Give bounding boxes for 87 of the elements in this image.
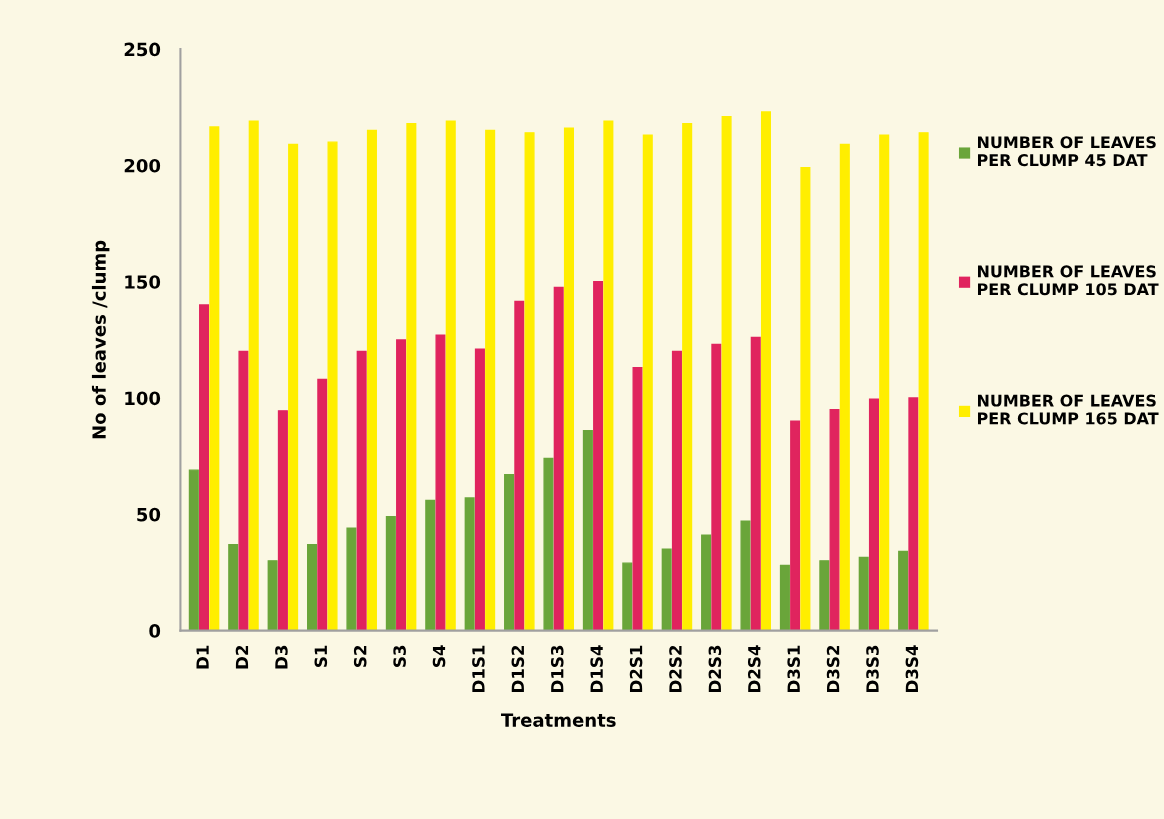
bar [868, 398, 879, 631]
y-tick-label: 150 [125, 275, 161, 289]
bar [485, 129, 496, 631]
x-axis-title: Treatments [501, 713, 616, 727]
bar [563, 127, 574, 631]
x-tick-label: D2S3 [708, 645, 722, 693]
bar [366, 129, 377, 631]
x-tick-label: D3S1 [787, 645, 800, 693]
x-tick-label: D3S2 [826, 645, 840, 693]
bar [307, 543, 318, 631]
x-tick-label: D3S3 [866, 645, 879, 693]
bar [800, 167, 811, 631]
bar [622, 562, 633, 631]
bar [425, 499, 436, 631]
bar [819, 560, 830, 631]
bar [524, 132, 535, 631]
bar [199, 304, 210, 631]
y-tick-label: 100 [125, 391, 161, 406]
bar [760, 111, 772, 631]
bar [267, 560, 278, 631]
x-tick-label: D1S4 [590, 645, 603, 693]
bar [543, 457, 554, 631]
bar [632, 367, 643, 631]
bar [829, 408, 840, 631]
bar [504, 474, 515, 631]
x-tick-label: D1 [196, 645, 209, 669]
bar [406, 122, 417, 631]
x-tick-label: S4 [432, 645, 446, 667]
bar [671, 350, 682, 631]
bar [721, 115, 732, 631]
bar [879, 134, 890, 631]
bar [740, 520, 751, 631]
x-tick-label: D2S4 [747, 645, 761, 693]
bar [356, 350, 367, 631]
y-tick-label: 200 [124, 158, 161, 173]
y-tick-label: 250 [124, 42, 161, 57]
bar [277, 410, 288, 631]
bar [327, 141, 338, 631]
x-tick-label: S2 [353, 645, 367, 667]
bar [701, 534, 712, 631]
legend-label: NUMBER OF LEAVES PER CLUMP 165 DAT [978, 394, 1159, 425]
bar [346, 527, 357, 631]
bar [898, 550, 909, 631]
bar [188, 469, 199, 631]
bar [779, 564, 790, 631]
bar [790, 420, 801, 631]
bar [711, 343, 722, 631]
bar [593, 281, 604, 631]
bar [582, 429, 593, 631]
bar [839, 143, 850, 631]
bar [228, 543, 239, 631]
bar [474, 348, 485, 631]
x-tick-label: S1 [314, 645, 328, 667]
bar [209, 126, 220, 631]
bar [750, 336, 761, 631]
x-tick-label: D1S2 [511, 645, 525, 693]
legend-label: NUMBER OF LEAVES PER CLUMP 105 DAT [978, 265, 1159, 296]
bar [435, 334, 446, 631]
y-axis-title: No of leaves /clump [91, 240, 110, 439]
bar [288, 143, 299, 631]
x-tick-label: D2 [235, 645, 249, 669]
bar [918, 132, 929, 631]
bar [858, 556, 869, 631]
x-tick-label: D2S1 [629, 645, 643, 693]
bar [238, 350, 249, 631]
bar [514, 300, 525, 631]
bar [682, 122, 693, 631]
bar [661, 548, 672, 631]
bar [445, 120, 456, 631]
bar [317, 378, 328, 631]
bar [603, 120, 614, 631]
y-tick-label: 0 [149, 624, 161, 638]
bar [396, 339, 407, 631]
bar [908, 397, 919, 631]
x-tick-label: D3 [275, 645, 288, 669]
x-tick-label: D1S3 [550, 645, 564, 693]
bar [248, 120, 259, 631]
x-tick-label: D2S2 [669, 645, 682, 693]
bar [385, 515, 396, 631]
bar [553, 286, 564, 631]
x-tick-label: D3S4 [905, 645, 919, 693]
x-tick-label: D1S1 [472, 645, 485, 693]
y-tick-label: 50 [137, 507, 161, 522]
legend-label: NUMBER OF LEAVES PER CLUMP 45 DAT [978, 136, 1156, 167]
bar [464, 497, 475, 631]
x-tick-label: S3 [393, 645, 406, 667]
bar [642, 134, 653, 631]
